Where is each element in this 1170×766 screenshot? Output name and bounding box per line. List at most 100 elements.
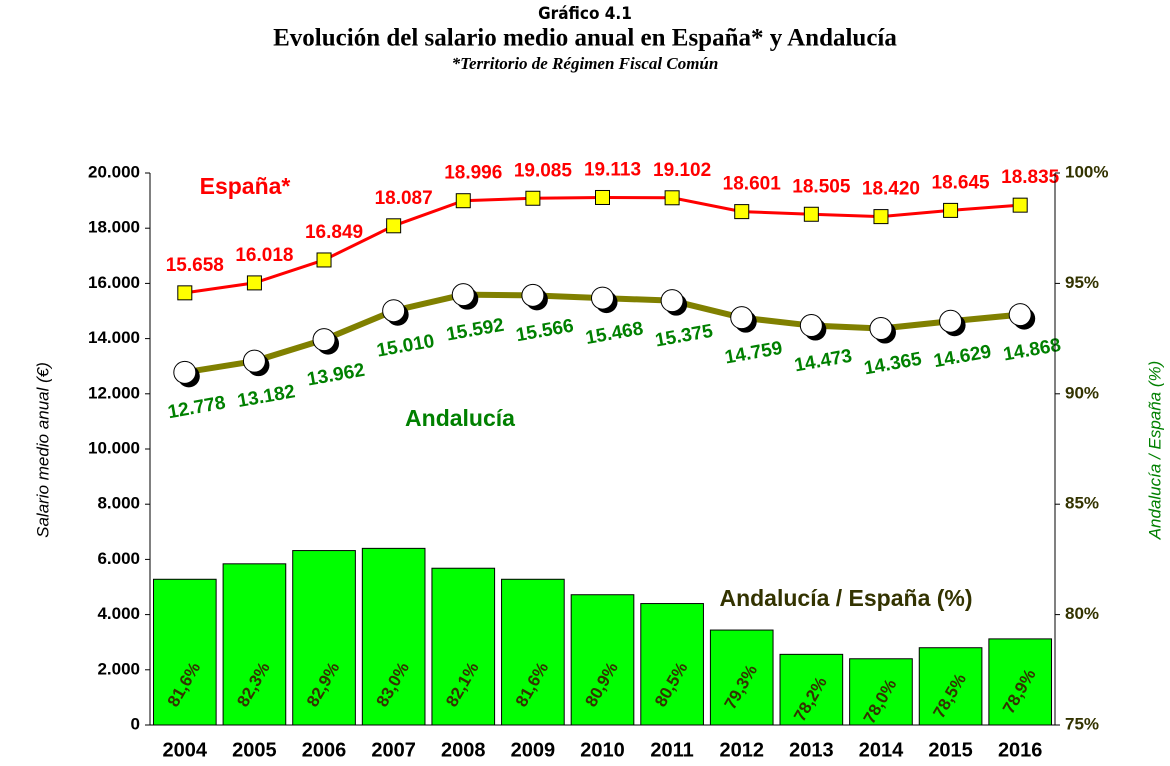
x-tick-label: 2014 [859,739,904,761]
y-tick-label: 6.000 [97,549,140,568]
marker [177,285,193,301]
line-value-label: 12.778 [166,392,227,423]
y-tick-label: 2.000 [97,659,140,678]
line-value-label: 18.087 [375,188,433,209]
x-tick-label: 2008 [441,739,486,761]
x-tick-label: 2016 [998,739,1043,761]
y2-tick-label: 75% [1065,714,1099,733]
bar [570,594,635,726]
marker [730,306,754,330]
marker [939,309,963,333]
marker [1008,303,1032,327]
line-value-label: 19.102 [653,160,711,181]
marker [242,349,266,373]
bar [779,653,844,726]
marker [173,360,197,384]
marker [455,193,471,209]
x-tick-label: 2004 [163,739,208,761]
y-tick-label: 4.000 [97,604,140,623]
line-value-label: 18.645 [932,172,991,193]
y-tick-label: 18.000 [88,218,140,237]
x-tick-label: 2011 [650,739,693,761]
line-value-label: 16.849 [305,222,363,243]
line-value-label: 19.085 [514,160,573,181]
y-tick-label: 10.000 [88,438,140,457]
marker [734,204,750,220]
series-label: España* [200,173,291,199]
bar [918,647,983,726]
marker [382,299,406,323]
marker [525,190,541,206]
line-value-label: 15.010 [375,331,436,362]
marker [803,206,819,222]
y2-tick-label: 80% [1065,604,1099,623]
marker [316,252,332,268]
marker [1012,197,1028,213]
bar [849,658,913,726]
line-value-label: 16.018 [235,245,293,266]
marker [246,275,262,291]
line-value-label: 14.629 [932,341,993,372]
y-tick-label: 8.000 [97,494,140,513]
line-value-label: 15.566 [514,316,575,347]
x-tick-label: 2005 [232,739,277,761]
marker [943,202,959,218]
marker [664,190,680,206]
line-value-label: 15.592 [445,315,506,346]
y-axis-label: Salario medio anual (€) [33,362,52,538]
bar [361,547,426,726]
x-tick-label: 2006 [302,739,347,761]
line-value-label: 14.759 [723,338,784,369]
bar [501,578,565,726]
line-value-label: 19.113 [584,159,641,180]
marker [312,328,336,352]
marker [799,314,823,338]
y2-tick-label: 95% [1065,273,1099,292]
chart-subtitle: Evolución del salario medio anual en Esp… [273,25,897,52]
chart-title: Gráfico 4.1 [538,4,632,24]
x-tick-label: 2015 [928,739,973,761]
marker [873,209,889,225]
chart-note: *Territorio de Régimen Fiscal Común [452,54,719,73]
line [184,195,1021,295]
y-tick-label: 16.000 [88,273,140,292]
marker [591,286,614,310]
line-value-label: 13.182 [236,381,297,412]
bar [431,567,496,726]
x-tick-label: 2009 [511,739,556,761]
series-label: Andalucía / España (%) [719,585,972,611]
marker [869,317,893,341]
x-tick-label: 2010 [580,739,625,761]
marker [660,289,684,313]
line-value-label: 15.468 [584,318,645,349]
y-tick-label: 20.000 [88,162,140,181]
line-value-label: 18.601 [723,174,782,195]
marker [521,283,545,307]
line-value-label: 14.868 [1002,335,1063,366]
bar [152,578,217,726]
bar [709,629,774,726]
marker [386,218,402,234]
line-value-label: 18.420 [862,179,920,200]
marker [451,283,475,307]
line-value-label: 13.962 [306,360,367,391]
line-value-label: 18.835 [1001,167,1060,188]
bar [640,603,704,726]
line-value-label: 18.996 [444,163,502,184]
y2-tick-label: 90% [1065,383,1099,402]
x-tick-label: 2013 [789,739,834,761]
y-tick-label: 12.000 [88,383,140,402]
y2-tick-label: 100% [1065,162,1108,181]
y2-tick-label: 85% [1065,494,1099,513]
y-tick-label: 14.000 [88,328,140,347]
line-value-label: 14.473 [793,346,854,377]
marker [595,189,610,205]
line-value-label: 14.365 [862,349,923,380]
y-tick-label: 0 [131,714,140,733]
x-tick-label: 2007 [371,739,416,761]
line-value-label: 15.375 [654,321,715,352]
bar [222,563,287,726]
line-value-label: 15.658 [166,255,224,276]
x-tick-label: 2012 [719,739,764,761]
